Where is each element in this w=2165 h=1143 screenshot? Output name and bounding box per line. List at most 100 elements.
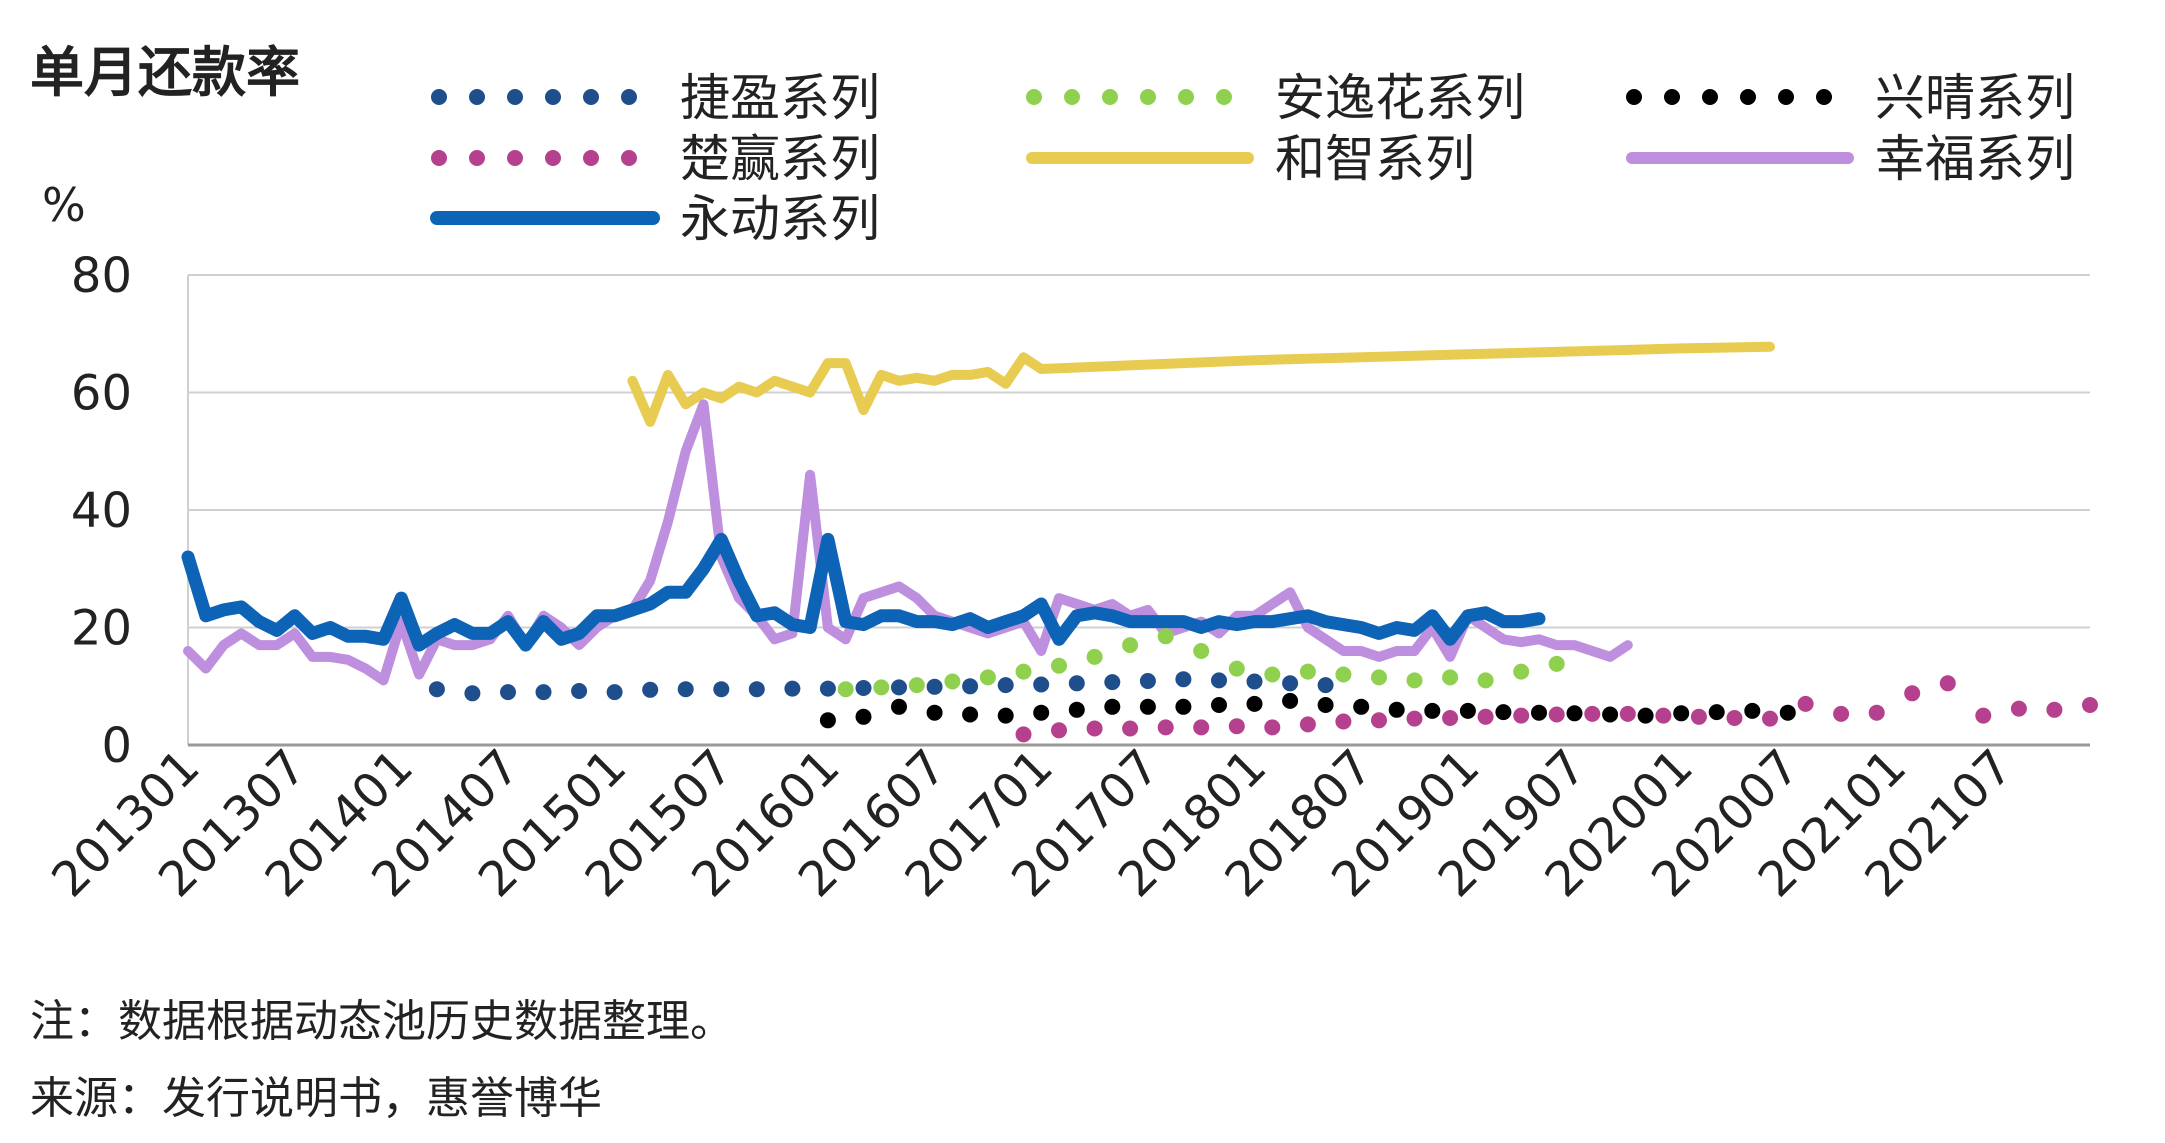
- data-point: [1335, 713, 1352, 730]
- data-point: [1033, 676, 1050, 693]
- data-point: [500, 684, 516, 701]
- data-point: [1388, 701, 1405, 718]
- data-point: [1282, 675, 1299, 692]
- data-point: [1477, 672, 1494, 689]
- data-point: [1015, 663, 1032, 680]
- legend-swatch-dot: [1026, 89, 1042, 105]
- legend-item-和智系列: 和智系列: [1026, 130, 1475, 188]
- data-point: [642, 681, 659, 698]
- legend-label: 永动系列: [680, 190, 880, 248]
- data-point: [1690, 708, 1707, 725]
- data-point: [1744, 702, 1761, 719]
- data-point: [1246, 695, 1263, 712]
- data-point: [1139, 698, 1156, 715]
- data-point: [784, 680, 801, 697]
- legend-label: 幸福系列: [1875, 130, 2075, 188]
- series-line: [181, 532, 1546, 652]
- data-point: [1904, 685, 1921, 702]
- data-point: [1246, 673, 1263, 690]
- y-tick-label: 40: [71, 483, 132, 539]
- y-tick-label: 60: [71, 366, 132, 422]
- data-point: [1442, 669, 1459, 686]
- legend-label: 和智系列: [1275, 130, 1475, 188]
- data-point: [1122, 637, 1139, 654]
- data-point: [1619, 705, 1636, 722]
- legend-item-楚赢系列: 楚赢系列: [431, 130, 880, 188]
- data-point: [1015, 726, 1032, 743]
- legend-swatch-dot: [507, 150, 523, 166]
- data-point: [1051, 722, 1067, 739]
- data-point: [1139, 673, 1156, 689]
- data-point: [855, 680, 872, 696]
- data-point: [1477, 708, 1494, 725]
- data-point: [1762, 710, 1778, 727]
- legend-swatch-dot: [545, 150, 561, 166]
- data-point: [1317, 677, 1334, 694]
- series-幸福系列: [183, 399, 1633, 686]
- legend-item-永动系列: 永动系列: [430, 190, 880, 248]
- gridlines: [188, 274, 2090, 746]
- legend-swatch-dot: [469, 150, 485, 166]
- data-point: [2046, 701, 2063, 718]
- data-point: [926, 678, 943, 695]
- y-tick-label: 20: [71, 601, 132, 657]
- data-point: [979, 669, 996, 686]
- legend-swatch-dot: [1102, 89, 1118, 105]
- data-point: [1548, 655, 1565, 672]
- data-point: [1175, 671, 1192, 688]
- data-point: [1602, 706, 1619, 723]
- series-永动系列: [181, 532, 1546, 652]
- y-tick-label: 0: [101, 718, 132, 774]
- legend-swatch-dot: [469, 89, 485, 105]
- data-point: [2082, 697, 2098, 713]
- data-point: [1068, 701, 1085, 718]
- data-point: [571, 683, 588, 699]
- axes: 0204060802013012013072014012014072015012…: [41, 248, 2090, 908]
- legend-swatch-dot: [1140, 89, 1156, 105]
- data-point: [944, 673, 961, 690]
- legend-swatch-dot: [583, 150, 599, 166]
- legend-swatch-dot: [1064, 89, 1080, 105]
- legend-swatch-dot: [1778, 89, 1794, 105]
- data-point: [1513, 707, 1530, 724]
- data-point: [891, 698, 907, 715]
- legend-swatch-dot: [583, 89, 599, 105]
- series-捷盈系列: [428, 671, 1334, 702]
- data-point: [1939, 675, 1956, 692]
- data-point: [1264, 719, 1281, 736]
- data-point: [819, 680, 836, 697]
- data-point: [873, 679, 890, 696]
- data-point: [1086, 648, 1103, 665]
- data-point: [1637, 707, 1654, 724]
- legend-swatch-dot: [1216, 89, 1232, 105]
- data-point: [1833, 705, 1850, 722]
- series-楚赢系列: [1015, 675, 2098, 743]
- legend-label: 安逸花系列: [1275, 69, 1525, 127]
- data-point: [1051, 657, 1067, 674]
- data-point: [997, 707, 1014, 724]
- data-point: [1157, 719, 1174, 736]
- data-point: [1371, 669, 1387, 686]
- series-安逸花系列: [837, 628, 1565, 698]
- footnote: 注：数据根据动态池历史数据整理。: [30, 996, 734, 1047]
- chart-title: 单月还款率: [30, 41, 300, 104]
- series-兴晴系列: [819, 692, 1796, 729]
- data-point: [1264, 666, 1281, 683]
- legend-item-幸福系列: 幸福系列: [1626, 130, 2075, 188]
- legend-item-捷盈系列: 捷盈系列: [431, 69, 880, 127]
- data-point: [1655, 707, 1672, 724]
- data-point: [1335, 666, 1352, 683]
- legend-label: 兴晴系列: [1875, 69, 2075, 127]
- legend-label: 捷盈系列: [680, 69, 880, 127]
- data-point: [1797, 695, 1814, 712]
- data-point: [1868, 704, 1885, 721]
- data-point: [1317, 697, 1334, 713]
- legend-swatch-dot: [545, 89, 561, 105]
- data-point: [1726, 710, 1743, 726]
- series-line: [627, 341, 1775, 427]
- legend-swatch-dot: [1702, 89, 1718, 105]
- data-point: [713, 681, 730, 698]
- data-point: [1673, 705, 1690, 722]
- data-point: [1708, 704, 1725, 721]
